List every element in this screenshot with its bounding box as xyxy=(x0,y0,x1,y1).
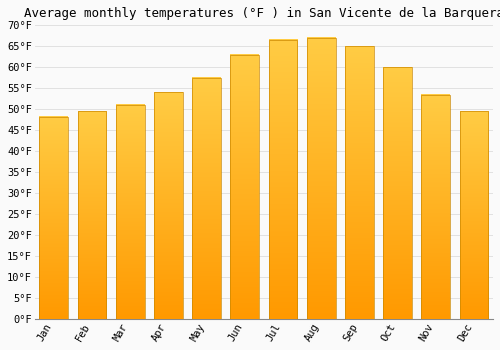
Bar xyxy=(422,94,450,319)
Bar xyxy=(192,78,221,319)
Bar xyxy=(154,92,182,319)
Bar xyxy=(40,117,68,319)
Bar xyxy=(78,111,106,319)
Bar xyxy=(307,38,336,319)
Bar xyxy=(268,40,298,319)
Title: Average monthly temperatures (°F ) in San Vicente de la Barquera: Average monthly temperatures (°F ) in Sa… xyxy=(24,7,500,20)
Bar xyxy=(460,111,488,319)
Bar xyxy=(230,55,259,319)
Bar xyxy=(116,105,144,319)
Bar xyxy=(383,67,412,319)
Bar xyxy=(345,46,374,319)
